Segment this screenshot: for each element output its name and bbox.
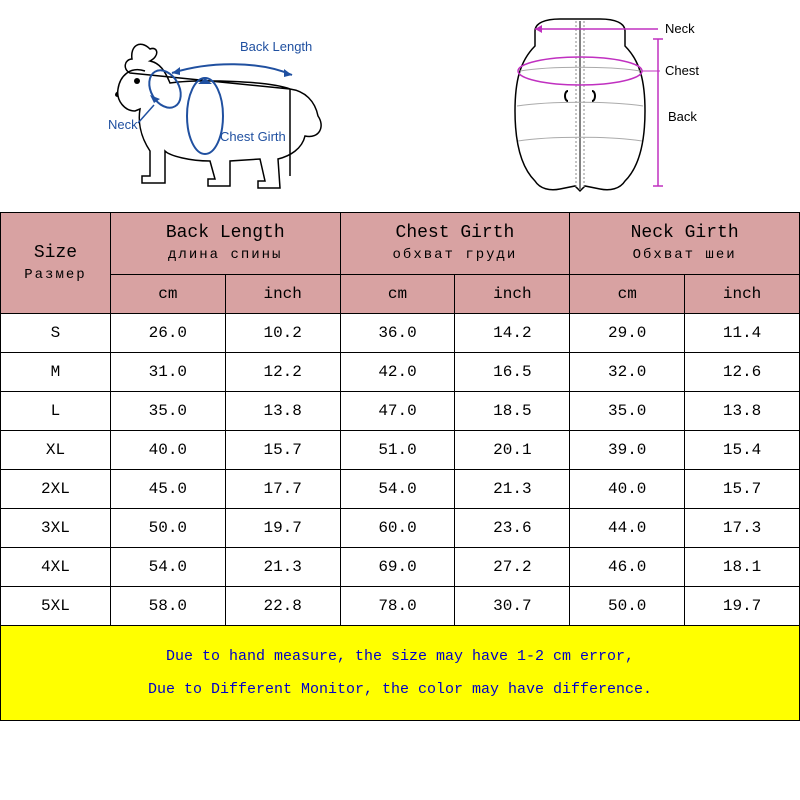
size-cell: L — [1, 391, 111, 430]
size-cell: S — [1, 313, 111, 352]
unit-3: inch — [455, 274, 570, 313]
col-group-0-top: Back Length — [115, 221, 336, 246]
col-group-1-sub: обхват груди — [345, 246, 566, 266]
data-cell: 50.0 — [570, 586, 685, 625]
data-cell: 45.0 — [110, 469, 225, 508]
data-cell: 32.0 — [570, 352, 685, 391]
data-cell: 42.0 — [340, 352, 455, 391]
data-cell: 30.7 — [455, 586, 570, 625]
data-cell: 58.0 — [110, 586, 225, 625]
size-cell: 4XL — [1, 547, 111, 586]
data-cell: 11.4 — [685, 313, 800, 352]
data-cell: 21.3 — [225, 547, 340, 586]
data-cell: 10.2 — [225, 313, 340, 352]
data-cell: 15.7 — [225, 430, 340, 469]
data-cell: 19.7 — [685, 586, 800, 625]
vest-diagram: Neck Chest Back — [490, 11, 710, 201]
data-cell: 17.7 — [225, 469, 340, 508]
vest-chest-label: Chest — [665, 63, 699, 78]
vest-back-label: Back — [668, 109, 697, 124]
data-cell: 39.0 — [570, 430, 685, 469]
size-header: Size Размер — [1, 213, 111, 314]
unit-row: cm inch cm inch cm inch — [1, 274, 800, 313]
data-cell: 18.1 — [685, 547, 800, 586]
table-row: 2XL45.017.754.021.340.015.7 — [1, 469, 800, 508]
data-cell: 12.2 — [225, 352, 340, 391]
size-table: Size Размер Back Length длина спины Ches… — [0, 212, 800, 721]
data-cell: 15.7 — [685, 469, 800, 508]
unit-5: inch — [685, 274, 800, 313]
dog-chest-label: Chest Girth — [220, 129, 286, 144]
size-cell: 5XL — [1, 586, 111, 625]
vest-neck-label: Neck — [665, 21, 695, 36]
unit-1: inch — [225, 274, 340, 313]
data-cell: 16.5 — [455, 352, 570, 391]
data-cell: 19.7 — [225, 508, 340, 547]
table-row: 3XL50.019.760.023.644.017.3 — [1, 508, 800, 547]
data-cell: 35.0 — [570, 391, 685, 430]
data-cell: 18.5 — [455, 391, 570, 430]
data-cell: 12.6 — [685, 352, 800, 391]
data-cell: 54.0 — [340, 469, 455, 508]
data-cell: 23.6 — [455, 508, 570, 547]
note-cell: Due to hand measure, the size may have 1… — [1, 625, 800, 720]
unit-0: cm — [110, 274, 225, 313]
size-cell: XL — [1, 430, 111, 469]
col-group-2: Neck Girth Обхват шеи — [570, 213, 800, 275]
dog-back-label: Back Length — [240, 39, 312, 54]
data-cell: 40.0 — [570, 469, 685, 508]
diagram-area: Back Length Neck Chest Girth — [0, 0, 800, 212]
data-cell: 69.0 — [340, 547, 455, 586]
data-cell: 22.8 — [225, 586, 340, 625]
note-line-1: Due to hand measure, the size may have 1… — [21, 640, 779, 673]
col-group-1: Chest Girth обхват груди — [340, 213, 570, 275]
data-cell: 13.8 — [225, 391, 340, 430]
col-group-1-top: Chest Girth — [345, 221, 566, 246]
table-row: 5XL58.022.878.030.750.019.7 — [1, 586, 800, 625]
data-cell: 13.8 — [685, 391, 800, 430]
unit-2: cm — [340, 274, 455, 313]
size-cell: 2XL — [1, 469, 111, 508]
data-cell: 51.0 — [340, 430, 455, 469]
data-cell: 26.0 — [110, 313, 225, 352]
table-row: M31.012.242.016.532.012.6 — [1, 352, 800, 391]
data-cell: 44.0 — [570, 508, 685, 547]
col-group-0-sub: длина спины — [115, 246, 336, 266]
size-header-top: Size — [5, 241, 106, 266]
data-cell: 15.4 — [685, 430, 800, 469]
dog-neck-label: Neck — [108, 117, 138, 132]
data-cell: 20.1 — [455, 430, 570, 469]
dog-diagram: Back Length Neck Chest Girth — [90, 11, 370, 201]
size-cell: M — [1, 352, 111, 391]
data-cell: 78.0 — [340, 586, 455, 625]
data-cell: 21.3 — [455, 469, 570, 508]
size-cell: 3XL — [1, 508, 111, 547]
data-cell: 46.0 — [570, 547, 685, 586]
table-row: L35.013.847.018.535.013.8 — [1, 391, 800, 430]
col-group-2-sub: Обхват шеи — [574, 246, 795, 266]
col-group-0: Back Length длина спины — [110, 213, 340, 275]
data-cell: 36.0 — [340, 313, 455, 352]
col-group-2-top: Neck Girth — [574, 221, 795, 246]
data-cell: 14.2 — [455, 313, 570, 352]
data-cell: 31.0 — [110, 352, 225, 391]
note-line-2: Due to Different Monitor, the color may … — [21, 673, 779, 706]
size-header-sub: Размер — [5, 266, 106, 286]
data-cell: 60.0 — [340, 508, 455, 547]
data-cell: 40.0 — [110, 430, 225, 469]
data-cell: 35.0 — [110, 391, 225, 430]
data-cell: 29.0 — [570, 313, 685, 352]
data-cell: 17.3 — [685, 508, 800, 547]
data-cell: 50.0 — [110, 508, 225, 547]
table-row: S26.010.236.014.229.011.4 — [1, 313, 800, 352]
data-cell: 27.2 — [455, 547, 570, 586]
unit-4: cm — [570, 274, 685, 313]
table-row: XL40.015.751.020.139.015.4 — [1, 430, 800, 469]
data-cell: 47.0 — [340, 391, 455, 430]
table-row: 4XL54.021.369.027.246.018.1 — [1, 547, 800, 586]
data-cell: 54.0 — [110, 547, 225, 586]
